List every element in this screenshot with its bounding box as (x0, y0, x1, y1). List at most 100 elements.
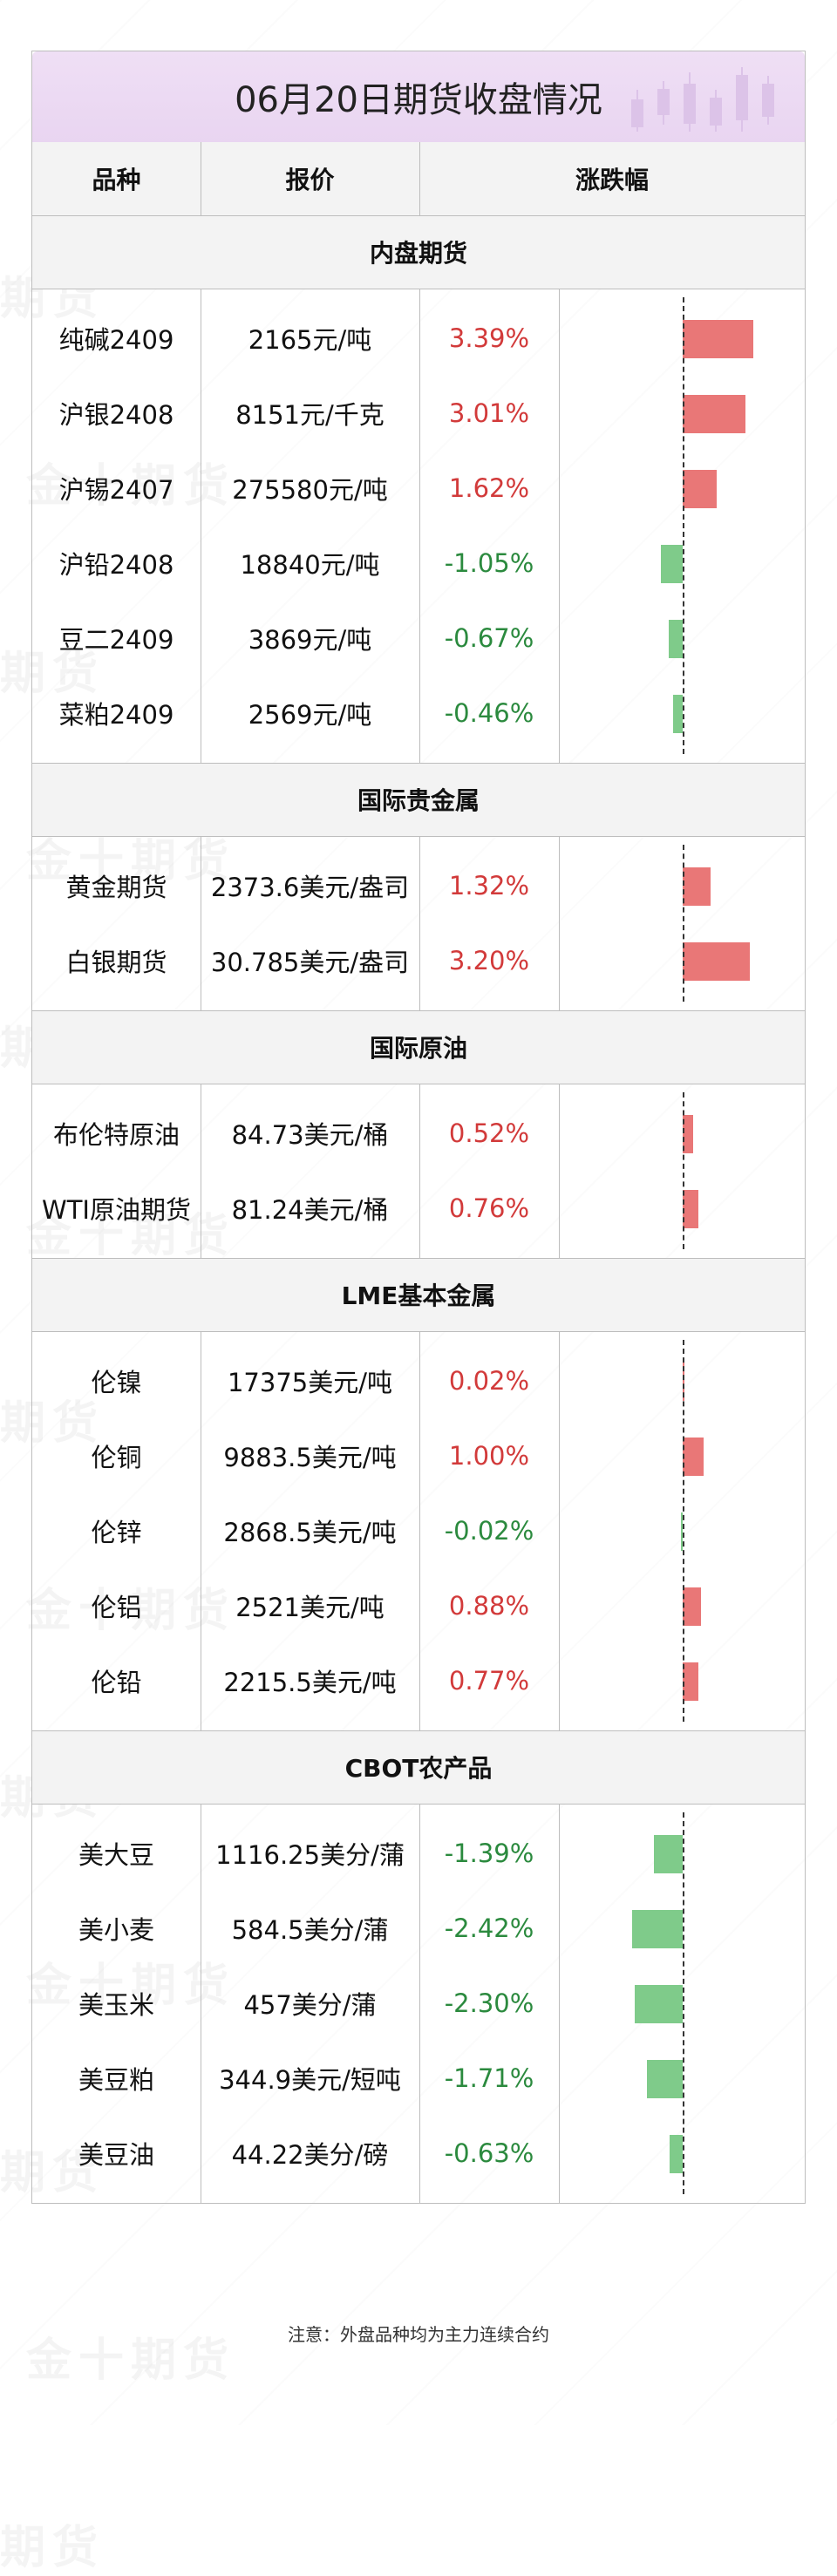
variety-cell: 白银期货 (65, 948, 167, 977)
variety-cell: 沪铅2408 (58, 550, 174, 580)
change-cell: 0.77% (448, 1666, 530, 1696)
column-divider (419, 836, 420, 1010)
section-title: CBOT农产品 (32, 1730, 805, 1804)
variety-cell: 美豆粕 (78, 2065, 154, 2095)
table-row: 沪铅2408 18840元/吨 -1.05% (32, 526, 805, 601)
change-bar (646, 2060, 683, 2098)
zero-axis-line (683, 1340, 684, 1722)
column-divider (419, 142, 420, 215)
price-cell: 2521美元/吨 (235, 1593, 384, 1622)
table-row: 纯碱2409 2165元/吨 3.39% (32, 301, 805, 376)
table-row: 布伦特原油 84.73美元/桶 0.52% (32, 1096, 805, 1171)
table-row: 伦铝 2521美元/吨 0.88% (32, 1568, 805, 1643)
futures-table-card: 06月20日期货收盘情况 品种 报价 涨跌幅 内盘期货纯碱2409 2165元/吨… (31, 51, 806, 2204)
price-cell: 17375美元/吨 (227, 1368, 393, 1397)
divider (32, 1258, 805, 1259)
table-row: 豆二2409 3869元/吨 -0.67% (32, 601, 805, 676)
variety-cell: 菜粕2409 (58, 700, 174, 730)
change-bar (631, 1910, 683, 1948)
change-bar (672, 695, 683, 733)
table-row: 美豆油 44.22美分/磅 -0.63% (32, 2116, 805, 2191)
price-cell: 2373.6美元/盎司 (210, 873, 410, 902)
price-cell: 3869元/吨 (248, 625, 372, 655)
change-bar (683, 867, 711, 906)
change-cell: -2.30% (444, 1988, 534, 2018)
change-cell: 1.32% (448, 871, 530, 901)
variety-cell: 布伦特原油 (52, 1120, 180, 1150)
divider (32, 1331, 805, 1332)
table-row: 黄金期货 2373.6美元/盎司 1.32% (32, 848, 805, 923)
change-bar (668, 620, 683, 658)
price-cell: 1116.25美分/蒲 (215, 1840, 405, 1870)
change-bar (660, 545, 683, 583)
change-cell: -0.63% (444, 2138, 534, 2168)
change-bar (683, 1115, 694, 1153)
section-title: 国际贵金属 (32, 763, 805, 836)
change-bar (669, 2135, 683, 2173)
header-price: 报价 (285, 166, 335, 194)
change-bar (683, 1662, 699, 1701)
table-row: WTI原油期货 81.24美元/桶 0.76% (32, 1171, 805, 1246)
variety-cell: 美大豆 (78, 1840, 154, 1870)
table-row: 伦锌 2868.5美元/吨 -0.02% (32, 1493, 805, 1568)
divider (32, 1010, 805, 1011)
change-cell: 3.01% (448, 398, 530, 428)
variety-cell: 美小麦 (78, 1915, 154, 1945)
price-cell: 2165元/吨 (248, 325, 372, 355)
price-cell: 457美分/蒲 (243, 1990, 377, 2020)
divider (32, 763, 805, 764)
table-row: 美玉米 457美分/蒲 -2.30% (32, 1966, 805, 2041)
change-cell: 1.00% (448, 1441, 530, 1471)
variety-cell: 沪银2408 (58, 400, 174, 430)
table-row: 伦铅 2215.5美元/吨 0.77% (32, 1643, 805, 1718)
price-cell: 44.22美分/磅 (231, 2140, 389, 2170)
change-cell: 3.20% (448, 946, 530, 975)
price-cell: 81.24美元/桶 (231, 1195, 389, 1225)
change-bar (683, 1438, 704, 1476)
variety-cell: 豆二2409 (58, 625, 174, 655)
change-cell: -1.05% (444, 548, 534, 578)
variety-cell: 沪锡2407 (58, 475, 174, 505)
page-title: 06月20日期货收盘情况 (235, 80, 602, 120)
divider (32, 1804, 805, 1805)
variety-cell: 美玉米 (78, 1990, 154, 2020)
column-divider (419, 289, 420, 763)
table-row: 美小麦 584.5美分/蒲 -2.42% (32, 1891, 805, 1966)
zero-axis-line (683, 1092, 684, 1249)
variety-cell: 黄金期货 (65, 873, 167, 902)
price-cell: 8151元/千克 (235, 400, 384, 430)
price-cell: 84.73美元/桶 (231, 1120, 389, 1150)
section-title: 内盘期货 (32, 215, 805, 289)
variety-cell: 纯碱2409 (58, 325, 174, 355)
change-cell: 0.88% (448, 1591, 530, 1621)
column-divider (559, 1804, 560, 2203)
change-bar (634, 1985, 683, 2023)
price-cell: 275580元/吨 (232, 475, 388, 505)
column-divider (559, 1331, 560, 1730)
change-cell: -0.02% (444, 1516, 534, 1546)
change-bar (681, 1512, 683, 1551)
price-cell: 30.785美元/盎司 (210, 948, 410, 977)
change-bar (683, 1587, 702, 1626)
variety-cell: 伦锌 (91, 1518, 142, 1547)
change-cell: -0.46% (444, 698, 534, 728)
change-cell: -0.67% (444, 623, 534, 653)
zero-axis-line (683, 1812, 684, 2194)
zero-axis-line (683, 845, 684, 1002)
watermark-text: 金十期货 (0, 2511, 732, 2576)
title-bar: 06月20日期货收盘情况 (32, 51, 805, 143)
candlestick-decoration-icon (631, 67, 774, 132)
column-divider (559, 289, 560, 763)
header-variety: 品种 (92, 166, 141, 194)
variety-cell: 美豆油 (78, 2140, 154, 2170)
divider (32, 836, 805, 837)
header-change: 涨跌幅 (575, 166, 649, 194)
price-cell: 2868.5美元/吨 (223, 1518, 397, 1547)
column-divider (419, 1331, 420, 1730)
column-divider (419, 1084, 420, 1258)
price-cell: 9883.5美元/吨 (223, 1443, 397, 1472)
change-bar (683, 395, 746, 433)
table-row: 美大豆 1116.25美分/蒲 -1.39% (32, 1816, 805, 1891)
change-bar (683, 1190, 699, 1228)
